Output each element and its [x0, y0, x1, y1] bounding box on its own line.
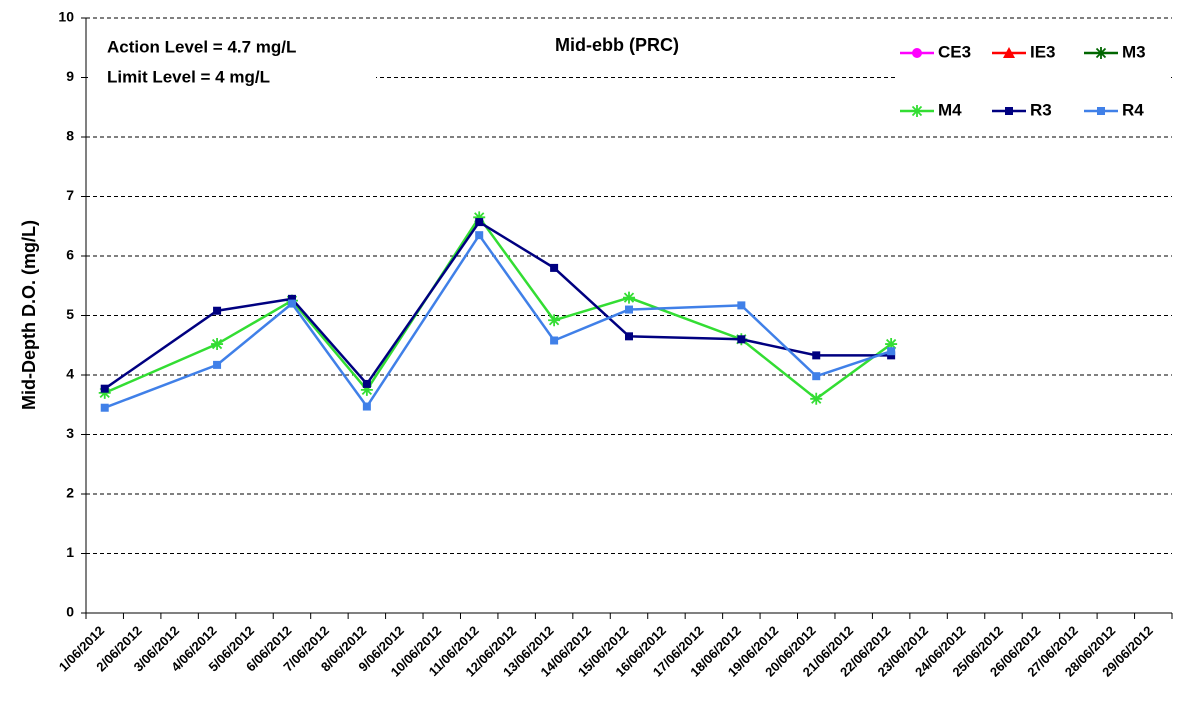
legend-label: R4	[1122, 100, 1144, 119]
annotation-box	[88, 22, 376, 94]
y-axis-label: Mid-Depth D.O. (mg/L)	[19, 220, 39, 410]
marker	[1095, 47, 1107, 59]
y-tick-label: 4	[66, 366, 74, 382]
marker	[1003, 47, 1015, 58]
y-tick-label: 10	[58, 9, 74, 25]
marker	[623, 291, 635, 304]
chart-title: Mid-ebb (PRC)	[555, 35, 679, 55]
annotation: Action Level = 4.7 mg/L	[107, 37, 296, 56]
legend-label: IE3	[1030, 42, 1056, 61]
marker	[213, 360, 222, 369]
marker	[550, 263, 559, 272]
marker	[475, 231, 484, 240]
series-line	[104, 220, 892, 390]
marker	[911, 105, 923, 117]
marker	[287, 294, 296, 303]
marker	[1097, 107, 1105, 115]
marker	[100, 384, 109, 393]
y-tick-label: 9	[66, 68, 74, 84]
marker	[810, 392, 823, 405]
marker	[1005, 107, 1013, 115]
marker	[812, 372, 821, 381]
marker	[737, 301, 746, 310]
marker	[98, 386, 111, 399]
marker	[548, 314, 561, 327]
annotation: Limit Level = 4 mg/L	[107, 67, 270, 86]
marker	[550, 336, 559, 345]
legend-label: M3	[1122, 42, 1146, 61]
marker	[737, 335, 746, 344]
marker	[812, 351, 821, 360]
marker	[887, 347, 896, 356]
marker	[213, 306, 222, 315]
marker	[360, 383, 373, 396]
marker	[211, 338, 224, 351]
legend-item: CE3	[900, 42, 971, 61]
legend-label: R3	[1030, 100, 1052, 119]
y-tick-label: 2	[66, 485, 74, 501]
legend-box	[895, 22, 1170, 128]
y-tick-label: 6	[66, 247, 74, 263]
legend-item: M3	[1084, 42, 1146, 61]
marker	[362, 402, 371, 411]
legend-label: CE3	[938, 42, 971, 61]
y-tick-label: 0	[66, 604, 74, 620]
legend-item: R4	[1084, 100, 1144, 119]
legend-item: IE3	[992, 42, 1056, 61]
y-tick-label: 5	[66, 306, 74, 322]
legend-item: R3	[992, 100, 1052, 119]
y-tick-label: 8	[66, 128, 74, 144]
marker	[475, 218, 484, 227]
series-line	[104, 232, 892, 409]
y-tick-label: 7	[66, 187, 74, 203]
marker	[912, 48, 922, 58]
legend-item: M4	[900, 100, 962, 119]
marker	[625, 305, 633, 314]
y-tick-label: 1	[66, 544, 74, 560]
marker	[100, 403, 109, 412]
series-line	[104, 215, 892, 401]
marker	[362, 379, 371, 388]
marker	[885, 338, 898, 351]
y-tick-label: 3	[66, 425, 74, 441]
marker	[887, 351, 896, 360]
legend-label: M4	[938, 100, 962, 119]
marker	[473, 211, 486, 224]
marker	[287, 299, 296, 308]
marker	[625, 332, 633, 341]
